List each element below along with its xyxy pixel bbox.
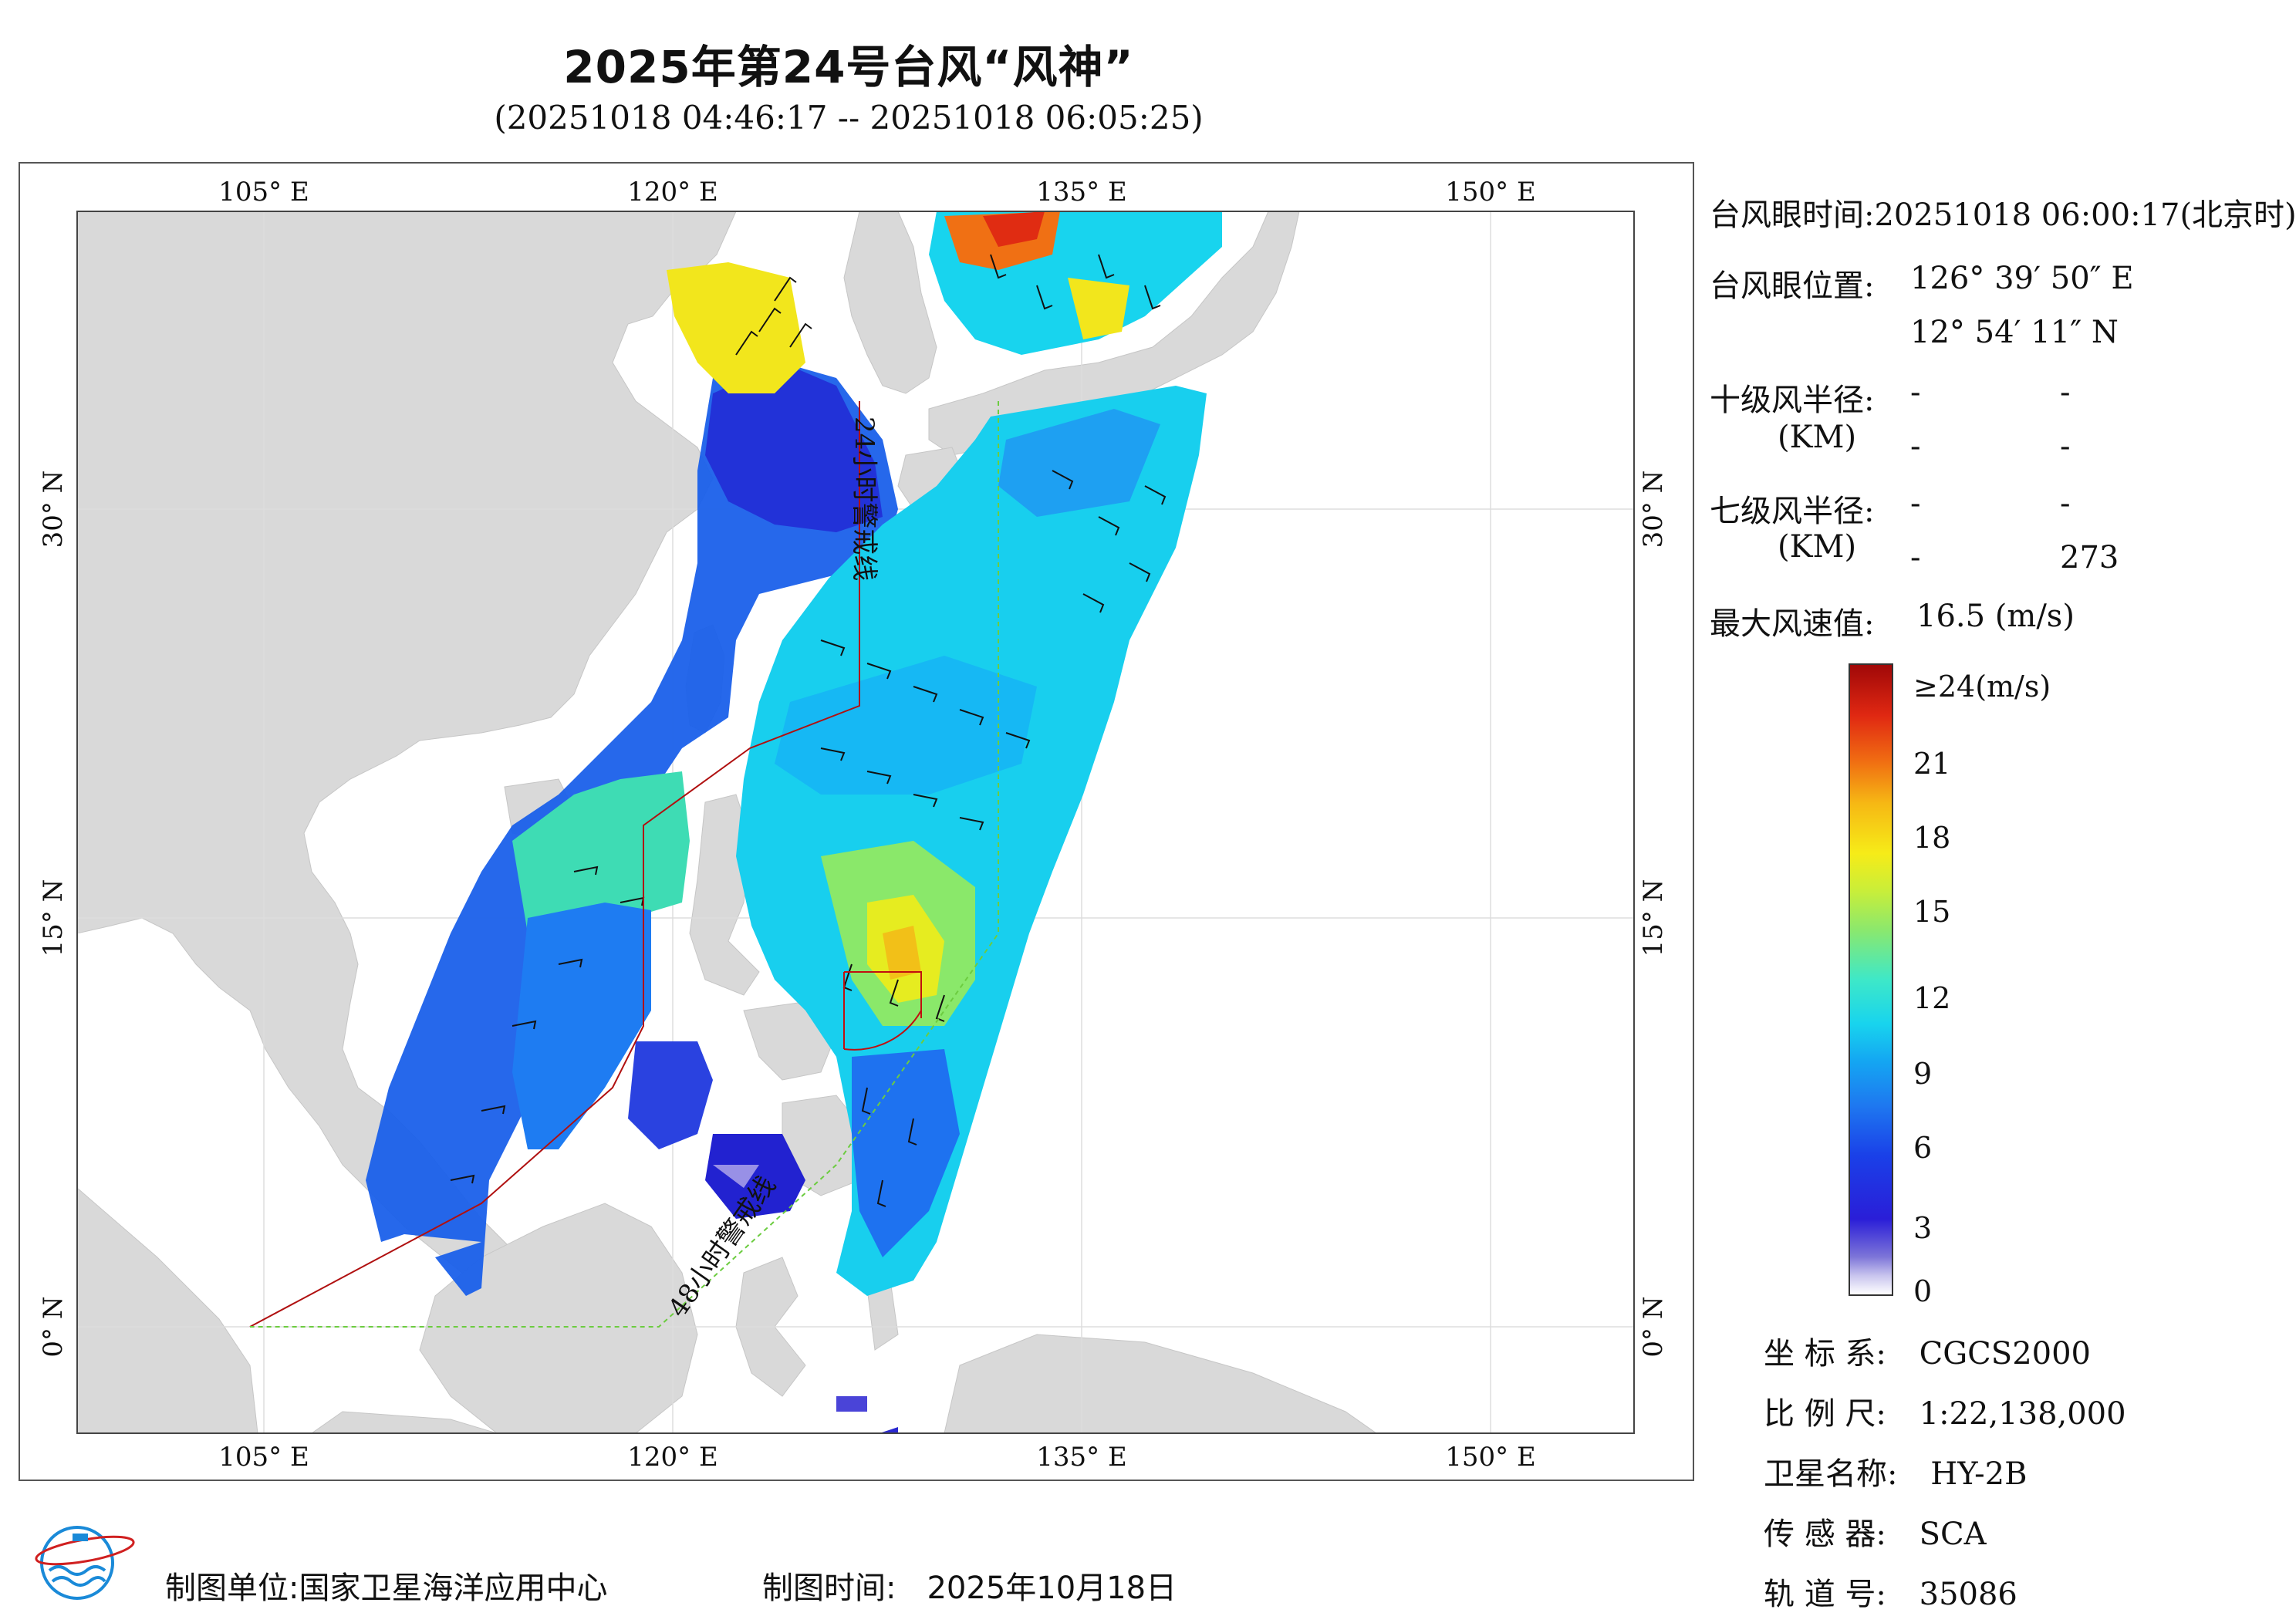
r7-km-label: (KM) bbox=[1778, 529, 1857, 565]
satellite-row: 卫星名称: HY-2B bbox=[1764, 1449, 2027, 1493]
page-title: 2025年第24号台风“风神” bbox=[563, 41, 1134, 93]
r7-value-1: - bbox=[1910, 486, 1921, 521]
eye-time-row: 台风眼时间:20251018 06:00:17(北京时) bbox=[1710, 190, 2296, 235]
scale-row: 比 例 尺: 1:22,138,000 bbox=[1764, 1388, 2126, 1433]
time-range-subtitle: (20251018 04:46:17 -- 20251018 06:05:25) bbox=[494, 99, 1204, 137]
warning-line-24h bbox=[249, 401, 860, 1328]
sensor-label: 传 感 器: bbox=[1764, 1517, 1886, 1552]
tick-top-105: 105° E bbox=[218, 177, 309, 208]
sensor-value: SCA bbox=[1919, 1517, 1987, 1552]
coord-value: CGCS2000 bbox=[1919, 1336, 2091, 1372]
sensor-row: 传 感 器: SCA bbox=[1764, 1509, 1987, 1554]
colorbar-tick-3: 3 bbox=[1913, 1211, 1933, 1245]
tick-top-135: 135° E bbox=[1036, 177, 1127, 208]
map-frame bbox=[19, 162, 1694, 1481]
bottom-lon-ticks: 105° E 120° E 135° E 150° E bbox=[218, 1442, 1536, 1473]
left-lat-ticks: 30° N 15° N 0° N bbox=[38, 471, 69, 1358]
r7-value-4: 273 bbox=[2060, 540, 2119, 575]
tick-bottom-120: 120° E bbox=[627, 1442, 718, 1473]
footer-date-value: 2025年10月18日 bbox=[927, 1571, 1177, 1606]
sat-value: HY-2B bbox=[1930, 1456, 2028, 1492]
colorbar-tick-9: 9 bbox=[1913, 1057, 1933, 1091]
eye-time-label: 台风眼时间: bbox=[1710, 197, 1875, 233]
tick-bottom-135: 135° E bbox=[1036, 1442, 1127, 1473]
r7-value-3: - bbox=[1910, 540, 1921, 575]
r10-value-3: - bbox=[1910, 429, 1921, 464]
footer-date-label: 制图时间: bbox=[762, 1571, 896, 1606]
footer-org-label: 制图单位: bbox=[165, 1571, 299, 1606]
orbit-value: 35086 bbox=[1919, 1577, 2017, 1612]
wind-speed-colorbar bbox=[1849, 663, 1893, 1296]
colorbar-tick-18: 18 bbox=[1913, 821, 1951, 855]
colorbar-tick-6: 6 bbox=[1913, 1131, 1933, 1165]
tick-right-30: 30° N bbox=[1638, 471, 1669, 548]
colorbar-tick-15: 15 bbox=[1913, 895, 1951, 929]
eye-lon-value: 126° 39′ 50″ E bbox=[1910, 261, 2134, 296]
scale-value: 1:22,138,000 bbox=[1919, 1396, 2126, 1432]
tick-left-0: 0° N bbox=[38, 1296, 69, 1357]
r10-km-label: (KM) bbox=[1778, 420, 1857, 455]
tick-bottom-105: 105° E bbox=[218, 1442, 309, 1473]
r10-value-4: - bbox=[2060, 429, 2071, 464]
r10-label: 十级风半径: bbox=[1710, 383, 1875, 418]
tick-left-30: 30° N bbox=[38, 471, 69, 548]
tick-top-120: 120° E bbox=[627, 177, 718, 208]
tick-right-15: 15° N bbox=[1638, 879, 1669, 957]
colorbar-tick-0: 0 bbox=[1913, 1274, 1933, 1308]
tick-top-150: 150° E bbox=[1445, 177, 1536, 208]
warning-label-24h: 24小时警戒线 bbox=[849, 417, 880, 581]
right-lat-ticks: 30° N 15° N 0° N bbox=[1638, 471, 1669, 1358]
r10-value-1: - bbox=[1910, 375, 1921, 410]
coord-label: 坐 标 系: bbox=[1764, 1336, 1886, 1372]
tick-right-0: 0° N bbox=[1638, 1296, 1669, 1357]
typhoon-wind-map[interactable]: 24小时警戒线 48小时警戒线 105° E 120° E 135° E 150… bbox=[19, 162, 1694, 1481]
eye-time-value: 20251018 06:00:17(北京时) bbox=[1874, 197, 2296, 233]
tick-left-15: 15° N bbox=[38, 879, 69, 957]
wind-speed-swaths bbox=[366, 211, 1222, 1433]
footer-org: 制图单位:国家卫星海洋应用中心 bbox=[165, 1563, 607, 1608]
r7-value-2: - bbox=[2060, 486, 2071, 521]
eye-lat-value: 12° 54′ 11″ N bbox=[1910, 315, 2119, 350]
plot-border bbox=[76, 211, 1635, 1434]
land-masses bbox=[77, 211, 1377, 1433]
r7-label: 七级风半径: bbox=[1710, 494, 1875, 529]
colorbar-tick-21: 21 bbox=[1913, 747, 1951, 781]
scale-label: 比 例 尺: bbox=[1764, 1396, 1886, 1432]
tick-bottom-150: 150° E bbox=[1445, 1442, 1536, 1473]
top-lon-ticks: 105° E 120° E 135° E 150° E bbox=[218, 177, 1536, 208]
eye-pos-label: 台风眼位置: bbox=[1710, 268, 1875, 304]
nsoas-logo-icon bbox=[35, 1526, 135, 1600]
sat-label: 卫星名称: bbox=[1764, 1456, 1898, 1492]
max-wind-label: 最大风速值: bbox=[1710, 606, 1875, 642]
footer-date: 制图时间: 2025年10月18日 bbox=[762, 1563, 1177, 1608]
colorbar-tick-12: 12 bbox=[1913, 981, 1951, 1015]
orbit-label: 轨 道 号: bbox=[1764, 1577, 1886, 1612]
orbit-row: 轨 道 号: 35086 bbox=[1764, 1569, 2017, 1614]
coord-system-row: 坐 标 系: CGCS2000 bbox=[1764, 1328, 2091, 1373]
warning-line-48h bbox=[250, 401, 999, 1328]
colorbar-tick-24: ≥24(m/s) bbox=[1913, 670, 2051, 704]
footer-org-value: 国家卫星海洋应用中心 bbox=[299, 1571, 608, 1606]
typhoon-wind-radius bbox=[843, 971, 922, 1051]
max-wind-value: 16.5 (m/s) bbox=[1916, 599, 2075, 634]
r10-value-2: - bbox=[2060, 375, 2071, 410]
